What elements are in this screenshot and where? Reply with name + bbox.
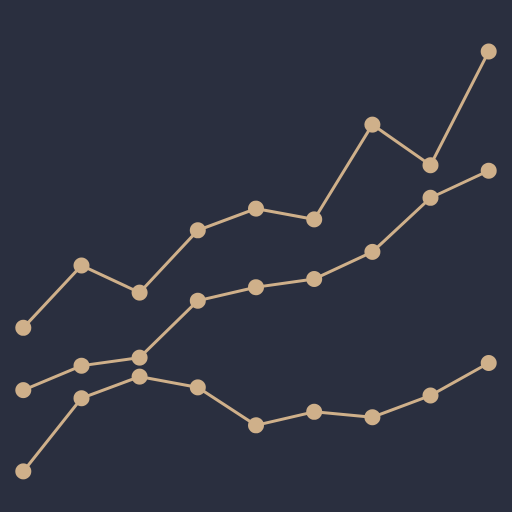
series-3-point-5 [248, 417, 264, 434]
series-1-point-8 [422, 157, 439, 174]
series-3-point-2 [73, 390, 90, 407]
series-3-point-9 [480, 355, 497, 371]
series-1-point-4 [189, 222, 206, 239]
series-3 [15, 355, 497, 480]
series-2-point-9 [480, 162, 497, 179]
series-3-point-1 [15, 463, 32, 480]
series-2-point-8 [422, 189, 439, 206]
series-1-point-7 [364, 116, 381, 133]
series-1 [15, 43, 497, 336]
series-1-point-6 [306, 211, 323, 228]
series-1-point-9 [480, 43, 497, 60]
series-2-point-3 [131, 349, 148, 366]
series-3-point-7 [364, 409, 381, 426]
series-2-point-4 [189, 292, 206, 309]
series-1-point-1 [15, 319, 32, 336]
series-2-point-7 [364, 243, 381, 260]
series-1-point-2 [73, 257, 90, 274]
series-3-point-3 [131, 368, 148, 385]
series-3-point-4 [189, 379, 206, 396]
series-2-point-2 [73, 357, 90, 374]
series-2-point-1 [15, 382, 32, 399]
series-3-point-8 [422, 387, 439, 404]
series-2-point-5 [248, 279, 264, 296]
series-1-point-5 [248, 200, 264, 217]
series-3-point-6 [306, 403, 323, 420]
series-2-point-6 [306, 271, 323, 287]
series-1-point-3 [131, 284, 148, 301]
series-layer [15, 43, 497, 480]
series-2 [15, 162, 497, 399]
